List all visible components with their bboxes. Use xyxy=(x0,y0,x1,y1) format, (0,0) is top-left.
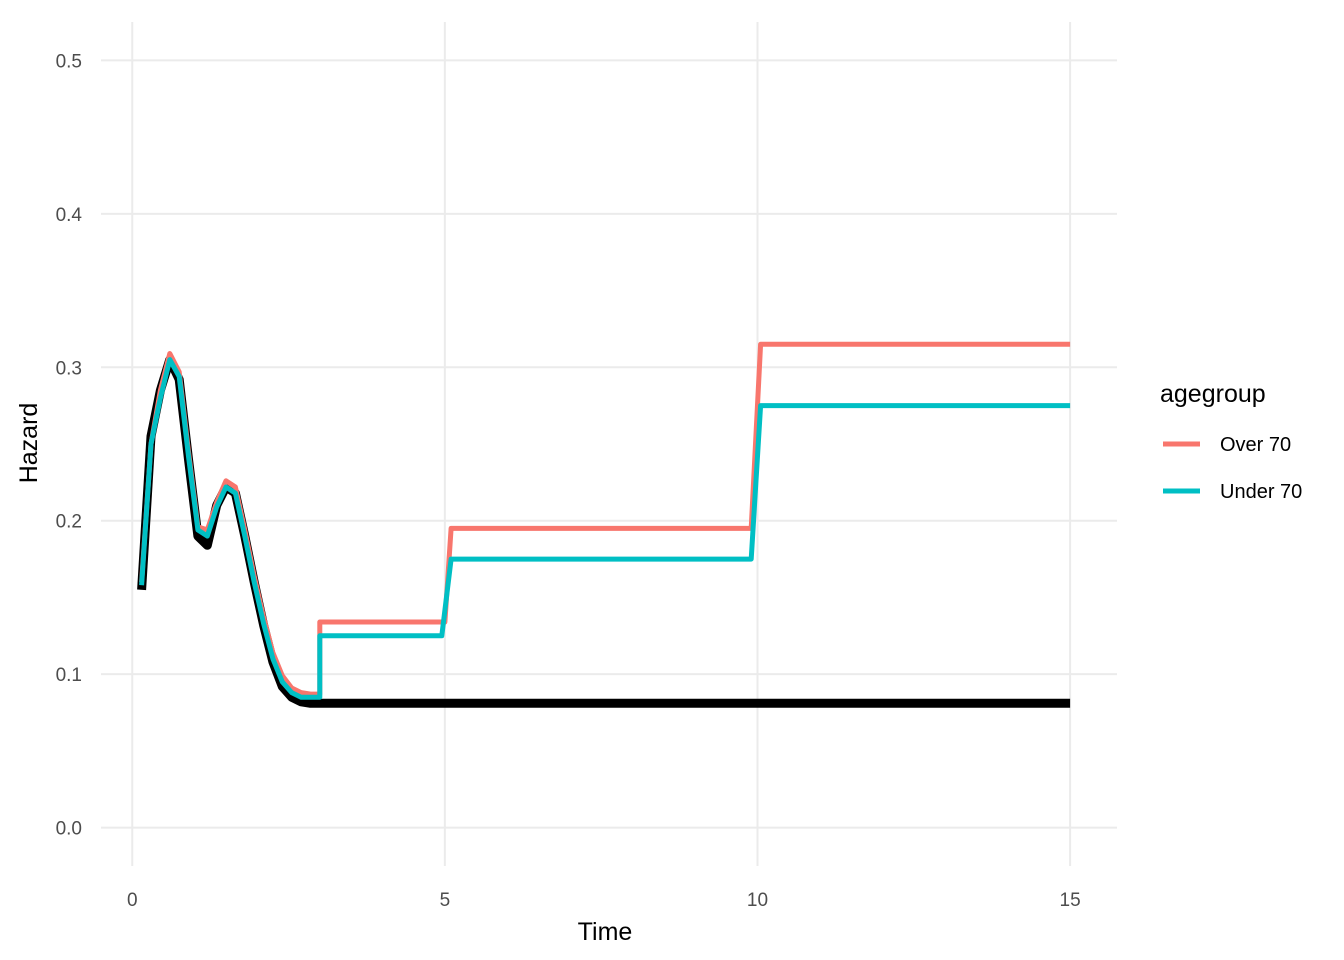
legend-title: agegroup xyxy=(1160,380,1266,408)
series-line-overall xyxy=(137,355,1071,708)
y-tick-label: 0.0 xyxy=(56,819,82,840)
y-axis-title: Hazard xyxy=(15,403,43,484)
x-tick-label: 10 xyxy=(747,890,768,911)
series-lines xyxy=(137,341,1071,708)
y-tick-label: 0.3 xyxy=(56,358,82,379)
grid-lines xyxy=(101,22,1117,866)
x-tick-label: 5 xyxy=(440,890,451,911)
x-tick-label: 15 xyxy=(1060,890,1081,911)
legend-entries: Over 70 Under 70 xyxy=(1163,434,1302,503)
legend: agegroup Over 70 Under 70 xyxy=(1160,380,1302,503)
y-tick-label: 0.5 xyxy=(56,51,82,72)
legend-label-over-70: Over 70 xyxy=(1220,434,1291,456)
x-axis-ticks: 0 5 10 15 xyxy=(127,890,1081,911)
series-line-over-70 xyxy=(139,341,1071,697)
y-tick-label: 0.4 xyxy=(56,205,83,226)
x-axis-title: Time xyxy=(578,918,633,946)
y-tick-label: 0.1 xyxy=(56,665,82,686)
legend-label-under-70: Under 70 xyxy=(1220,481,1302,503)
series-line-under-70 xyxy=(139,357,1071,700)
plot-panel xyxy=(101,22,1117,866)
y-tick-label: 0.2 xyxy=(56,512,82,533)
x-tick-label: 0 xyxy=(127,890,138,911)
y-axis-ticks: 0.0 0.1 0.2 0.3 0.4 0.5 xyxy=(56,51,83,839)
